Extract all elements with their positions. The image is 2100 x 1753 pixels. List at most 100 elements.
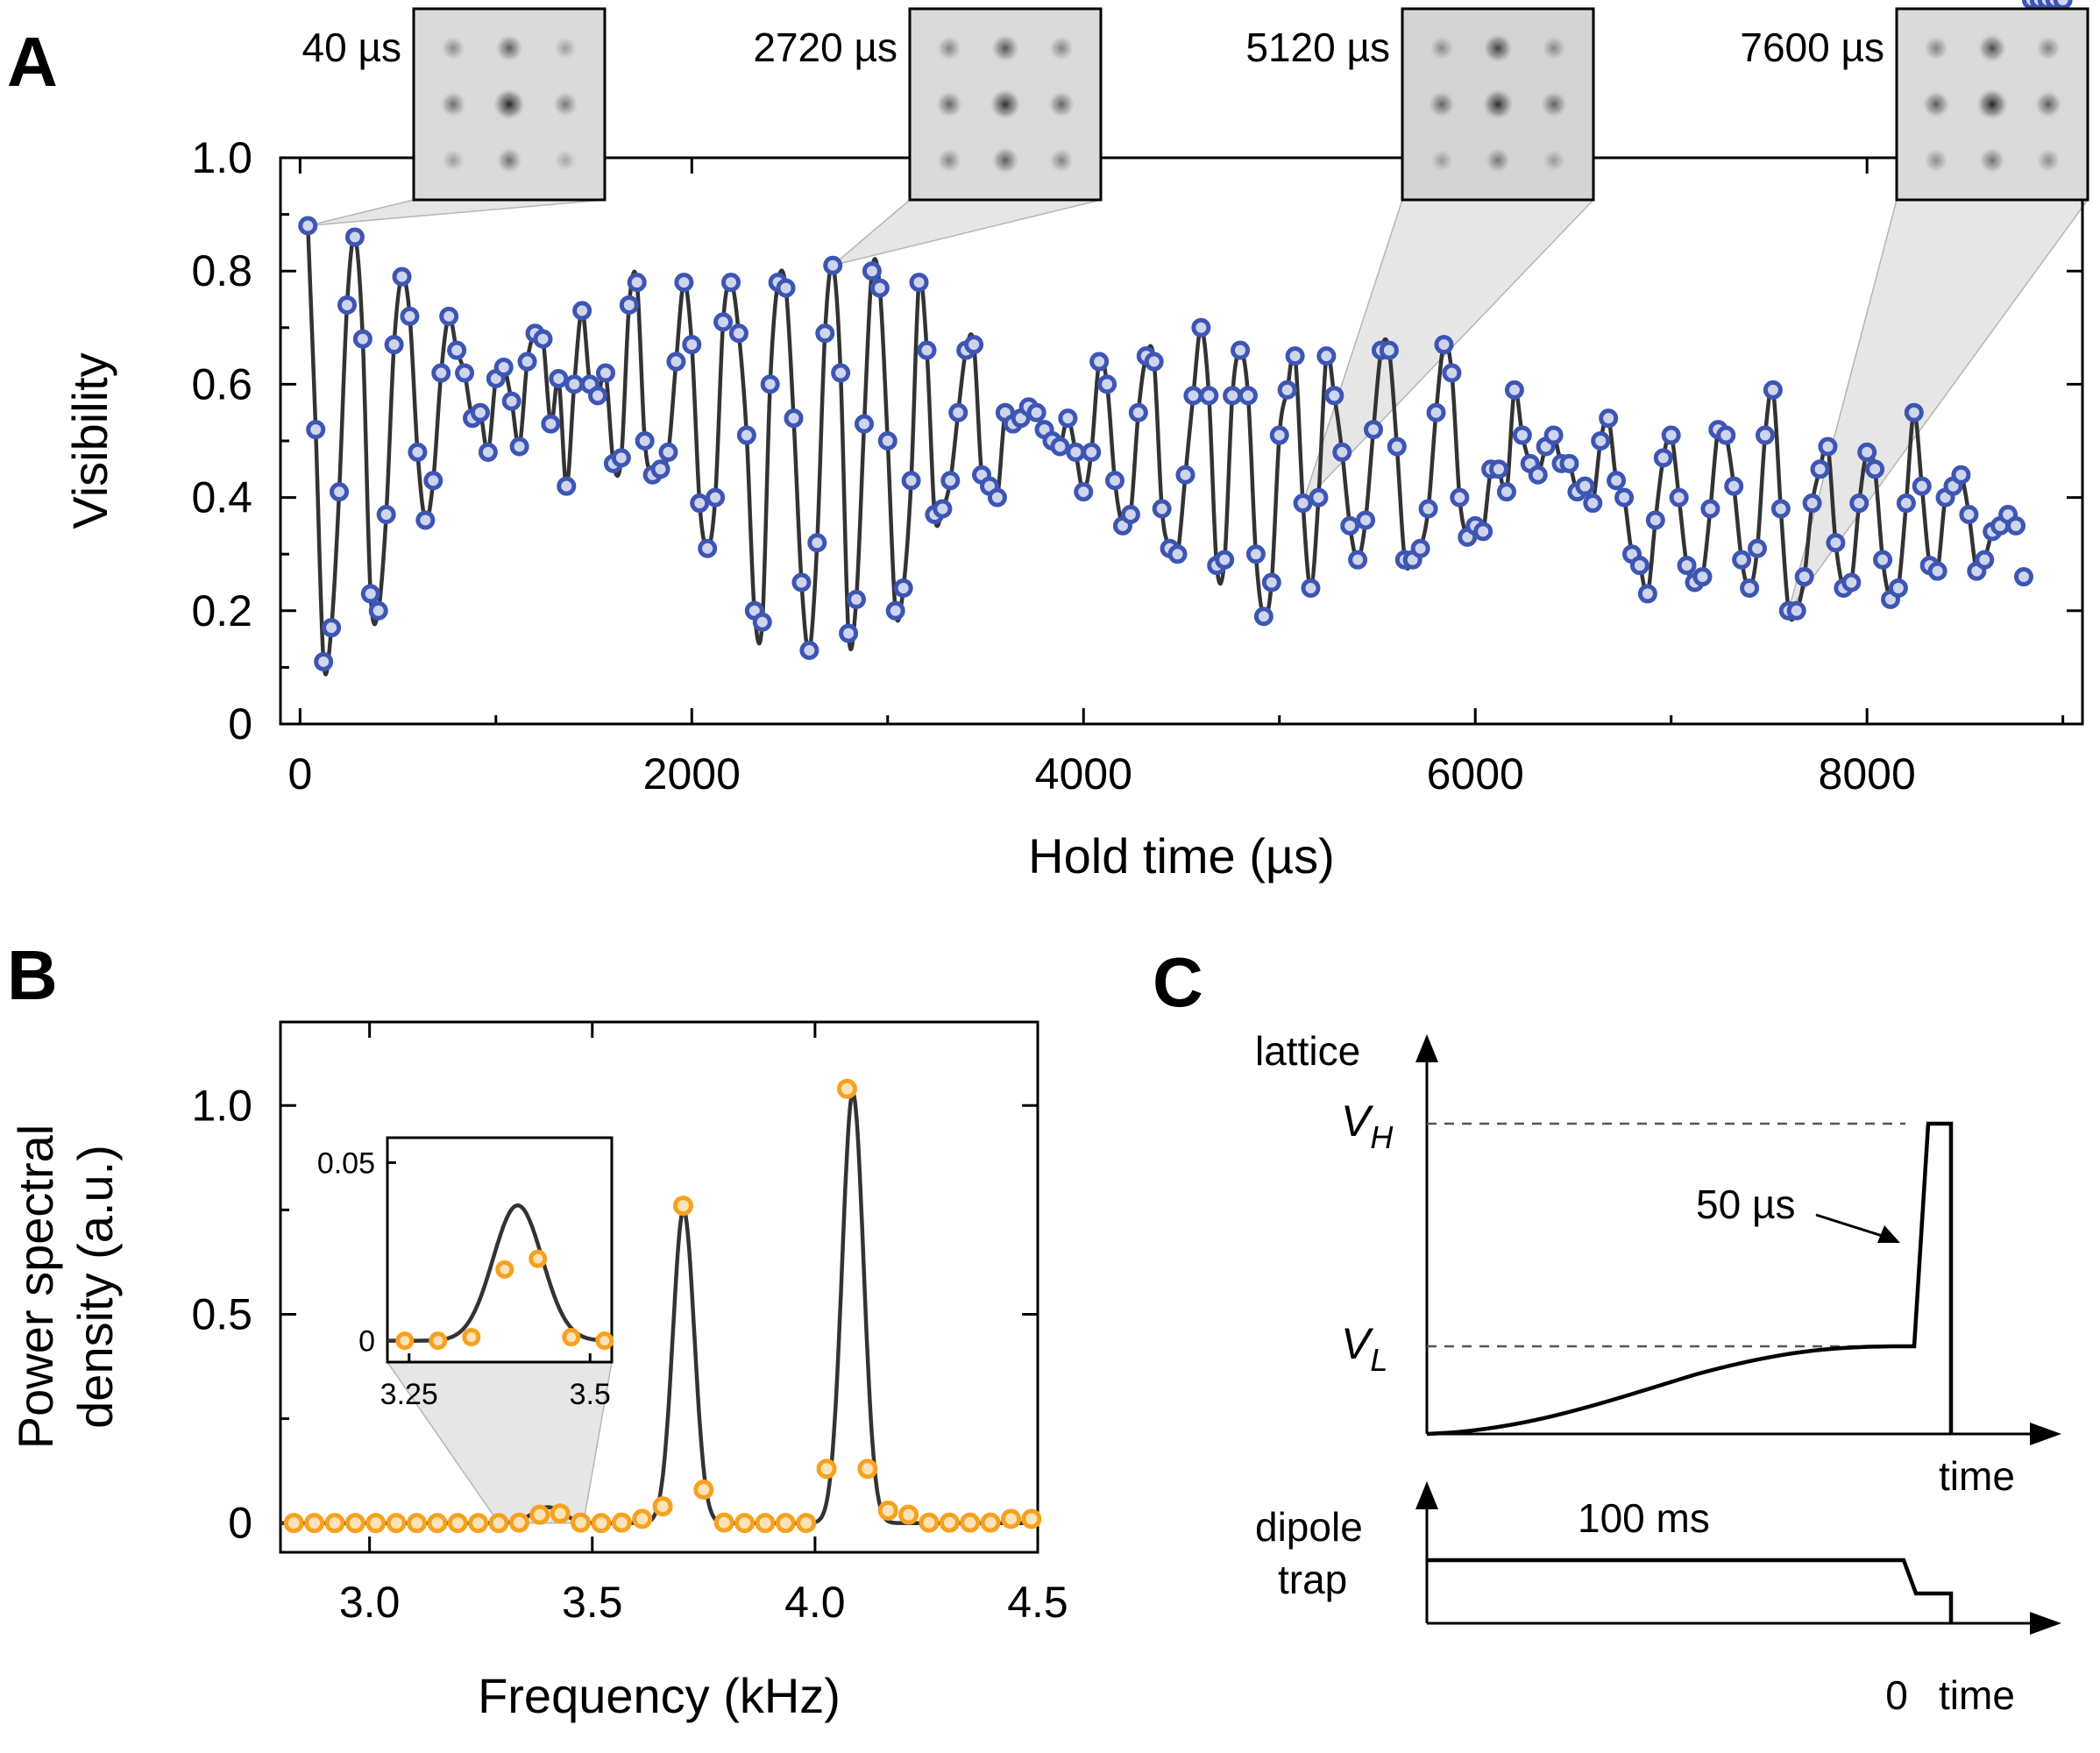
panel-a-x-tick-label: 6000 [1427, 749, 1524, 798]
ramp-duration-label: 50 µs [1696, 1182, 1795, 1227]
panel-b-ticks: 3.0 3.5 4.0 4.5 0 0.5 1.0 [191, 1022, 1068, 1627]
panel-a-data-point [1387, 436, 1407, 457]
snapshot-peak-spot [935, 90, 963, 118]
panel-a-data-point [1669, 487, 1689, 507]
panel-b-data-point [283, 1513, 304, 1534]
panel-a-data-point [564, 374, 585, 394]
panel-a-snapshots: 40 µs 2720 µs 5120 µs 7600 µs [302, 7, 2089, 202]
panel-a: A 0 2000 4000 6000 8000 0 0.2 0.4 0.6 0.8 1.0 40 µ… [7, 0, 2089, 884]
panel-a-data-point [1740, 578, 1760, 598]
panel-a-data-point [831, 363, 851, 383]
panel-b-data-point [365, 1513, 387, 1534]
panel-a-data-point [862, 261, 882, 281]
panel-b-data-point [324, 1513, 345, 1534]
panel-a-y-tick-label: 0.2 [191, 586, 252, 635]
panel-a-data-point [1105, 471, 1125, 491]
panel-a-data-point [1496, 482, 1516, 502]
panel-a-data-point [1223, 386, 1243, 406]
panel-a-data-point [698, 538, 718, 558]
panel-a-data-point [1786, 600, 1806, 621]
panel-a-data-point [1324, 386, 1344, 406]
panel-a-data-point [1857, 442, 1877, 462]
panel-a-data-point [1348, 550, 1368, 570]
panel-a-data-point [1512, 425, 1532, 445]
inset-data-point [595, 1331, 614, 1351]
panel-b-data-point [632, 1508, 653, 1529]
panel-a-data-point [2013, 567, 2033, 587]
panel-a-data-point [706, 487, 726, 507]
panel-a-data-point [1231, 340, 1251, 360]
panel-a-data-point [666, 351, 686, 372]
panel-a-data-point [1356, 510, 1376, 530]
panel-a-data-point [611, 448, 631, 468]
panel-a-data-point [1120, 504, 1140, 524]
panel-b-data-point [939, 1512, 960, 1533]
panel-b-data-point [652, 1496, 673, 1517]
snapshot-peak-spot [1049, 148, 1074, 173]
panel-a-data-point [909, 273, 929, 293]
panel-a-data-point [1269, 425, 1289, 445]
snapshot-image [1895, 7, 2089, 202]
snapshot-peak-spot [1485, 147, 1511, 174]
panel-a-x-tick-label: 0 [287, 749, 312, 798]
panel-b-data-point [857, 1458, 878, 1480]
panel-a-data-point [1849, 493, 1869, 514]
panel-c-letter: C [1153, 943, 1203, 1021]
panel-a-data-point [368, 600, 388, 621]
snapshot-time-label: 40 µs [302, 25, 401, 70]
panel-a-data-point [728, 323, 748, 344]
panel-a-data-point [933, 499, 953, 519]
panel-b-data-point [755, 1513, 776, 1534]
snapshot-image [412, 7, 607, 202]
panel-a-data-point [1975, 550, 1995, 570]
snapshot-peak-spot [991, 146, 1019, 174]
snapshot-image [908, 7, 1103, 202]
panel-a-data-point [1253, 607, 1273, 627]
panel-a-data-point [337, 295, 357, 315]
panel-a-data-point [509, 436, 529, 457]
panel-b-data-point [427, 1513, 448, 1534]
panel-a-data-point [1285, 346, 1305, 366]
panel-a-data-point [549, 368, 569, 388]
panel-a-data-point [533, 329, 553, 349]
panel-a-data-point [1959, 504, 1979, 524]
panel-a-plot-frame [279, 156, 2084, 726]
panel-a-data-point [839, 623, 859, 643]
panel-a-data-point [314, 651, 334, 671]
snapshot-peak-spot [554, 37, 577, 60]
snapshot-peak-spot [1979, 147, 2005, 174]
snapshot-peak-spot [990, 89, 1021, 120]
panel-a-data-point [2053, 0, 2073, 10]
panel-b-y-tick-label: 1.0 [191, 1081, 252, 1130]
panel-a-data-point [815, 323, 835, 344]
panel-b-data-point [775, 1513, 796, 1534]
panel-a-data-point [1261, 572, 1281, 593]
panel-b-data-point [1001, 1508, 1022, 1529]
panel-a-y-axis-title: Visibility [62, 352, 117, 529]
panel-a-data-point [1316, 346, 1337, 366]
snapshot-peak-spot [1428, 90, 1456, 118]
panel-b-y-axis-title: Power spectral density (a.u.) [8, 1125, 123, 1449]
panel-b-data-point [898, 1504, 919, 1525]
panel-a-data-point [1591, 431, 1611, 451]
panel-a-data-point [1637, 584, 1657, 604]
panel-b-data-point [960, 1512, 981, 1533]
panel-b-data-point [734, 1513, 756, 1534]
panel-a-data-point [447, 340, 467, 360]
snapshot-peak-spot [1430, 36, 1454, 60]
panel-b-data-point [447, 1513, 468, 1534]
panel-a-data-point [1293, 493, 1313, 514]
panel-a-data-point [1677, 556, 1697, 576]
snapshot-peak-spot [1924, 36, 1948, 60]
panel-a-data-point [1167, 544, 1188, 564]
snapshot-peak-spot [495, 34, 523, 62]
dipole-time-label: time [1939, 1672, 2015, 1718]
panel-a-data-point [557, 476, 577, 496]
panel-b-data-point [796, 1513, 817, 1534]
panel-a-data-point [1645, 510, 1665, 530]
panel-a-data-point [1183, 386, 1203, 406]
panel-a-data-point [306, 420, 326, 440]
panel-a-data-point [1058, 408, 1078, 429]
panel-c: C lattice time VH VL 50 µs dipole trap 1… [1153, 943, 2061, 1718]
